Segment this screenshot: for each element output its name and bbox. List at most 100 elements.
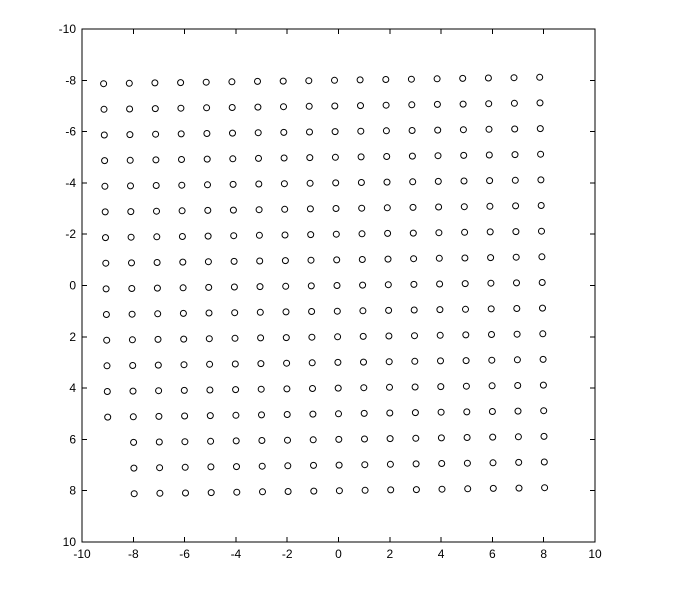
data-point xyxy=(513,330,521,338)
data-point xyxy=(488,356,496,364)
data-point xyxy=(102,311,110,318)
data-point xyxy=(331,102,339,110)
data-point xyxy=(512,228,520,236)
data-point xyxy=(180,386,188,394)
data-point xyxy=(310,461,317,469)
data-point xyxy=(178,181,186,189)
x-tick-label: 8 xyxy=(540,547,547,561)
data-point xyxy=(537,176,545,184)
data-point xyxy=(383,153,391,160)
data-point xyxy=(461,280,469,288)
data-point xyxy=(540,458,548,466)
data-point xyxy=(361,435,368,443)
y-tick-label: 10 xyxy=(63,535,77,549)
data-point xyxy=(359,307,367,315)
data-point xyxy=(156,464,164,472)
data-point xyxy=(180,361,188,369)
data-point xyxy=(205,283,213,291)
data-point xyxy=(513,356,521,364)
data-point xyxy=(207,463,215,471)
scatter-points xyxy=(100,73,549,498)
data-point xyxy=(257,360,265,368)
data-point xyxy=(101,157,109,165)
data-point xyxy=(540,432,548,440)
data-point xyxy=(306,154,314,162)
data-point xyxy=(284,436,291,444)
data-point xyxy=(177,104,185,112)
data-point xyxy=(459,100,467,108)
data-point xyxy=(513,279,520,287)
data-point xyxy=(258,437,266,444)
data-point xyxy=(411,383,419,391)
y-tick-label: 4 xyxy=(69,381,76,395)
data-point xyxy=(204,181,211,189)
data-point xyxy=(255,231,263,239)
data-point xyxy=(435,229,443,237)
data-point xyxy=(411,332,418,340)
data-point xyxy=(204,258,212,266)
data-point xyxy=(412,434,420,442)
data-point xyxy=(541,484,549,492)
x-tick-label: 6 xyxy=(489,547,496,561)
data-point xyxy=(309,385,316,392)
data-point xyxy=(510,99,518,107)
data-point xyxy=(232,386,240,394)
data-point xyxy=(257,334,265,342)
data-point xyxy=(231,334,239,342)
data-point xyxy=(179,309,187,317)
data-point xyxy=(255,206,263,214)
data-point xyxy=(411,357,419,365)
data-point xyxy=(410,255,418,263)
data-point xyxy=(537,150,545,158)
data-point xyxy=(102,259,110,267)
data-point xyxy=(436,306,444,314)
data-point xyxy=(460,177,468,185)
y-tick-label: -4 xyxy=(65,176,76,190)
data-point xyxy=(514,433,522,441)
data-point xyxy=(305,77,313,85)
data-point xyxy=(409,178,417,186)
data-point xyxy=(130,490,138,498)
data-point xyxy=(433,75,441,83)
data-point xyxy=(335,461,343,469)
data-point xyxy=(154,335,162,343)
data-point xyxy=(128,259,135,267)
data-point xyxy=(103,336,111,344)
data-point xyxy=(152,182,160,189)
data-point xyxy=(335,435,343,443)
data-point xyxy=(280,154,288,162)
data-point xyxy=(203,155,211,163)
data-point xyxy=(153,284,161,292)
x-tick-label: -6 xyxy=(179,547,190,561)
data-point xyxy=(407,75,415,83)
data-point xyxy=(129,362,137,369)
data-point xyxy=(179,258,187,266)
data-point xyxy=(310,487,318,495)
data-point xyxy=(485,100,493,108)
data-point xyxy=(459,74,467,82)
data-point xyxy=(205,335,213,343)
x-tick-label: -8 xyxy=(128,547,139,561)
data-point xyxy=(130,438,138,446)
data-point xyxy=(283,385,291,393)
data-point xyxy=(384,281,392,289)
data-point xyxy=(156,489,164,497)
data-point xyxy=(230,232,238,240)
data-point xyxy=(282,334,290,342)
data-point xyxy=(307,282,315,290)
data-point xyxy=(438,460,446,467)
data-point xyxy=(180,335,188,343)
data-point xyxy=(489,433,497,441)
data-point xyxy=(357,179,365,186)
data-point xyxy=(153,207,160,215)
data-point xyxy=(334,333,342,341)
data-point xyxy=(358,230,366,238)
data-point xyxy=(539,304,546,312)
x-tick-label: 2 xyxy=(386,547,393,561)
x-tick-label: -2 xyxy=(282,547,293,561)
data-point xyxy=(356,76,364,84)
axis-ticks xyxy=(81,28,596,543)
data-point xyxy=(127,182,134,190)
data-point xyxy=(335,410,342,418)
data-point xyxy=(435,254,443,262)
